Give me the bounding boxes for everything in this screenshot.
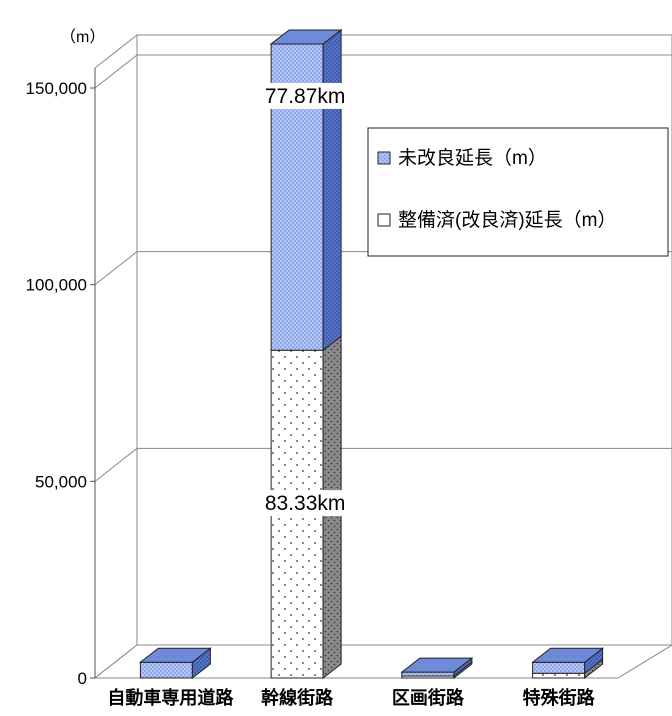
x-category-label: 区画街路 (392, 687, 465, 708)
y-tick-label: 50,000 (35, 472, 87, 491)
bar-2-top-face (400, 657, 474, 673)
legend: 未改良延長（m） 整備済(改良済)延長（m） (367, 127, 669, 257)
bar-1-top-face (269, 29, 343, 45)
x-category-label: 自動車専用道路 (107, 687, 234, 708)
legend-entry: 整備済(改良済)延長（m） (398, 209, 616, 231)
bar-0-series-1-front (139, 661, 193, 679)
bar-1-series-1-side (322, 28, 342, 352)
bar-2-series-1-front (401, 671, 455, 677)
x-category-label: 特殊街路 (523, 687, 596, 708)
bar-0-top-face (138, 647, 212, 663)
y-axis: 0 50,000 100,000 150,000 (26, 68, 96, 688)
legend-swatch (377, 213, 391, 227)
legend-entry: 未改良延長（m） (398, 147, 547, 169)
gridline (94, 54, 672, 89)
bar-3-top-face (531, 647, 605, 663)
data-label: 77.87km (265, 85, 346, 108)
data-labels: 83.33km 77.87km (259, 82, 352, 517)
y-axis-unit-label: （m） (60, 28, 105, 46)
y-tick-label: 150,000 (26, 79, 87, 98)
legend-swatch (377, 151, 391, 165)
x-axis-labels: 自動車専用道路 幹線街路 区画街路 特殊街路 (107, 687, 595, 708)
back-wall (136, 34, 672, 646)
bar-3-series-0-front (532, 672, 586, 679)
x-category-label: 幹線街路 (261, 687, 334, 708)
legend-box (367, 127, 669, 257)
gridline (94, 447, 672, 482)
y-tick-label: 100,000 (26, 276, 87, 295)
left-wall (94, 33, 138, 680)
y-tick-label: 0 (78, 669, 87, 688)
bar-3-series-1-front (532, 661, 586, 674)
data-label-bg (259, 82, 352, 109)
data-label-bg (259, 490, 352, 517)
data-label: 83.33km (265, 492, 346, 515)
